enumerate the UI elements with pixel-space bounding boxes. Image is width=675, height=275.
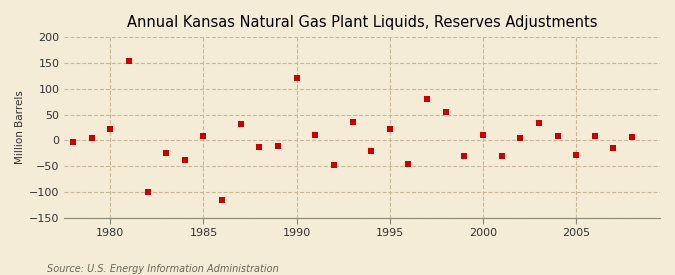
Point bbox=[496, 154, 507, 158]
Point bbox=[217, 198, 227, 202]
Point bbox=[589, 134, 600, 139]
Point bbox=[124, 59, 134, 63]
Point bbox=[384, 127, 395, 131]
Point bbox=[440, 110, 451, 114]
Point bbox=[478, 133, 489, 138]
Point bbox=[105, 127, 115, 131]
Point bbox=[273, 144, 284, 148]
Point bbox=[533, 121, 544, 126]
Point bbox=[459, 154, 470, 158]
Point bbox=[291, 76, 302, 80]
Text: Source: U.S. Energy Information Administration: Source: U.S. Energy Information Administ… bbox=[47, 264, 279, 274]
Point bbox=[608, 146, 619, 150]
Y-axis label: Million Barrels: Million Barrels bbox=[15, 90, 25, 164]
Point bbox=[571, 153, 582, 157]
Point bbox=[236, 122, 246, 126]
Point bbox=[142, 190, 153, 194]
Point bbox=[366, 149, 377, 153]
Point bbox=[422, 97, 433, 101]
Title: Annual Kansas Natural Gas Plant Liquids, Reserves Adjustments: Annual Kansas Natural Gas Plant Liquids,… bbox=[127, 15, 597, 30]
Point bbox=[86, 136, 97, 140]
Point bbox=[347, 120, 358, 125]
Point bbox=[329, 163, 340, 167]
Point bbox=[68, 139, 78, 144]
Point bbox=[161, 151, 171, 156]
Point bbox=[626, 135, 637, 139]
Point bbox=[198, 134, 209, 139]
Point bbox=[310, 133, 321, 138]
Point bbox=[515, 136, 526, 140]
Point bbox=[403, 162, 414, 166]
Point bbox=[552, 134, 563, 139]
Point bbox=[180, 158, 190, 162]
Point bbox=[254, 145, 265, 149]
